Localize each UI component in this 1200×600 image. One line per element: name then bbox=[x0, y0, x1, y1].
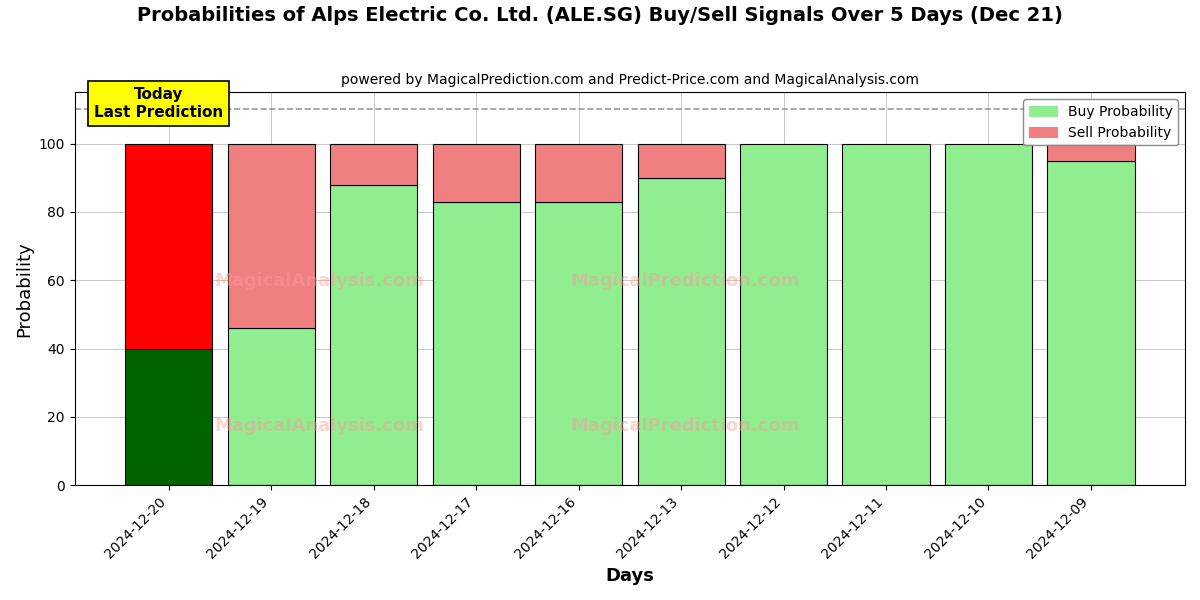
Bar bbox=[432, 202, 520, 485]
Legend: Buy Probability, Sell Probability: Buy Probability, Sell Probability bbox=[1024, 99, 1178, 145]
Bar bbox=[330, 185, 418, 485]
Bar bbox=[535, 143, 622, 202]
Text: MagicalAnalysis.com: MagicalAnalysis.com bbox=[214, 272, 424, 290]
Bar bbox=[637, 178, 725, 485]
Title: powered by MagicalPrediction.com and Predict-Price.com and MagicalAnalysis.com: powered by MagicalPrediction.com and Pre… bbox=[341, 73, 919, 87]
Text: MagicalPrediction.com: MagicalPrediction.com bbox=[570, 272, 800, 290]
Bar bbox=[1048, 143, 1134, 161]
Bar bbox=[125, 349, 212, 485]
Bar bbox=[228, 143, 314, 328]
Bar bbox=[1048, 161, 1134, 485]
Text: MagicalAnalysis.com: MagicalAnalysis.com bbox=[214, 417, 424, 435]
Bar bbox=[535, 202, 622, 485]
Text: Today
Last Prediction: Today Last Prediction bbox=[94, 87, 223, 119]
Bar bbox=[330, 143, 418, 185]
Text: MagicalPrediction.com: MagicalPrediction.com bbox=[570, 417, 800, 435]
Bar bbox=[637, 143, 725, 178]
Bar bbox=[125, 143, 212, 349]
Y-axis label: Probability: Probability bbox=[16, 241, 34, 337]
Bar bbox=[740, 143, 827, 485]
Bar bbox=[944, 143, 1032, 485]
Bar bbox=[228, 328, 314, 485]
Bar bbox=[432, 143, 520, 202]
X-axis label: Days: Days bbox=[605, 567, 654, 585]
Text: Probabilities of Alps Electric Co. Ltd. (ALE.SG) Buy/Sell Signals Over 5 Days (D: Probabilities of Alps Electric Co. Ltd. … bbox=[137, 6, 1063, 25]
Bar bbox=[842, 143, 930, 485]
